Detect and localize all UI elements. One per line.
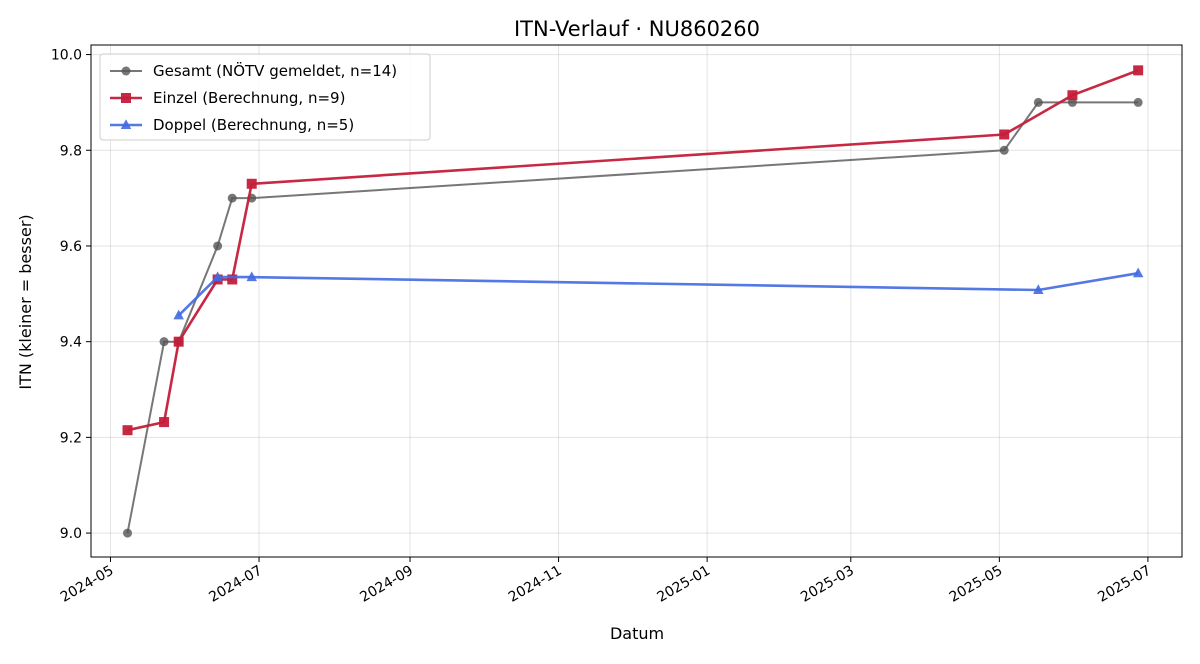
data-point — [1033, 284, 1044, 294]
legend-marker — [120, 119, 132, 129]
legend-label: Gesamt (NÖTV gemeldet, n=14) — [153, 61, 397, 80]
data-point — [246, 178, 257, 189]
y-tick-label: 9.6 — [60, 239, 82, 255]
y-tick-label: 10.0 — [51, 48, 82, 64]
legend-marker — [121, 93, 131, 103]
data-point — [173, 309, 184, 320]
data-point — [1033, 97, 1043, 107]
data-point — [159, 417, 170, 428]
plot-frame — [90, 44, 1183, 558]
data-point — [123, 528, 133, 538]
data-point — [213, 241, 223, 251]
data-point — [999, 145, 1009, 155]
data-point — [227, 274, 238, 285]
y-axis-label: ITN (kleiner = besser) — [16, 214, 35, 389]
series-layer — [122, 65, 1144, 538]
legend-label: Doppel (Berechnung, n=5) — [153, 116, 354, 134]
data-point — [246, 271, 257, 282]
data-point — [227, 193, 237, 203]
data-point — [1133, 65, 1144, 76]
series-triangle — [173, 267, 1144, 320]
data-point — [999, 129, 1010, 140]
data-point — [1067, 90, 1078, 101]
y-tick-label: 9.0 — [60, 526, 82, 542]
legend: Gesamt (NÖTV gemeldet, n=14) Einzel (Bere… — [99, 53, 431, 141]
legend-marker — [121, 66, 131, 76]
series-line — [126, 101, 1139, 534]
data-point — [212, 271, 223, 282]
data-point — [1132, 267, 1144, 278]
y-tick-label: 9.8 — [60, 143, 82, 159]
y-tick-label: 9.2 — [60, 430, 82, 446]
y-tick-label: 9.4 — [60, 335, 82, 351]
data-point — [1133, 97, 1143, 107]
data-point — [173, 336, 184, 347]
data-point — [159, 337, 169, 347]
x-axis-label: Datum — [610, 624, 664, 643]
data-point — [122, 425, 133, 436]
legend-frame — [99, 53, 431, 141]
legend-label: Einzel (Berechnung, n=9) — [153, 89, 345, 107]
chart-title: ITN-Verlauf · NU860260 — [514, 17, 760, 41]
